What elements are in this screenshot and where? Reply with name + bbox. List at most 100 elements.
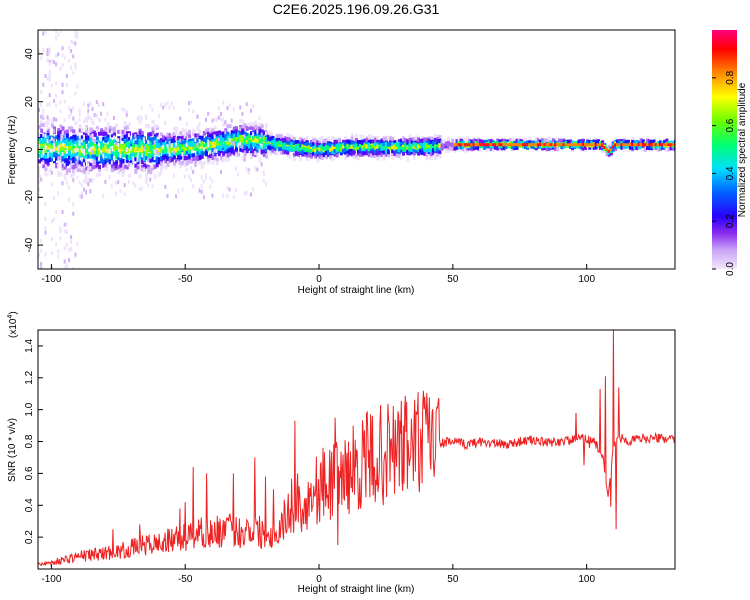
heatmap-cell	[46, 145, 50, 150]
heatmap-cell	[224, 132, 228, 137]
heatmap-cell	[145, 143, 149, 148]
heatmap-cell	[72, 156, 76, 161]
heatmap-cell	[562, 139, 566, 144]
heatmap-cell	[224, 141, 228, 146]
heatmap-cell	[410, 143, 414, 148]
heatmap-cell	[162, 105, 165, 110]
heatmap-cell	[288, 137, 292, 142]
heatmap-cell	[243, 134, 246, 139]
heatmap-cell	[489, 139, 493, 144]
heatmap-cell	[352, 152, 356, 157]
heatmap-cell	[65, 266, 68, 269]
heatmap-cell	[157, 135, 160, 140]
heatmap-cell	[288, 140, 292, 145]
heatmap-cell	[38, 166, 40, 171]
heatmap-cell	[429, 148, 433, 153]
heatmap-cell	[479, 139, 483, 144]
heatmap-cell	[511, 144, 515, 149]
heatmap-cell	[74, 120, 78, 125]
heatmap-cell	[48, 143, 52, 148]
heatmap-cell	[436, 145, 440, 150]
heatmap-cell	[82, 150, 85, 155]
heatmap-cell	[470, 139, 474, 144]
heatmap-cell	[102, 194, 105, 199]
heatmap-cell	[294, 150, 298, 155]
heatmap-cell	[130, 162, 133, 167]
heatmap-cell	[127, 122, 131, 127]
heatmap-cell	[354, 153, 358, 158]
heatmap-cell	[605, 152, 609, 157]
heatmap-cell	[249, 146, 253, 151]
heatmap-cell	[344, 142, 348, 147]
heatmap-cell	[80, 168, 84, 173]
heatmap-cell	[187, 143, 191, 148]
heatmap-cell	[125, 110, 128, 115]
heatmap-cell	[55, 54, 58, 59]
heatmap-cell	[59, 226, 62, 231]
heatmap-cell	[65, 229, 68, 234]
heatmap-cell	[243, 152, 247, 157]
heatmap-cell	[166, 144, 169, 149]
heatmap-cell	[72, 134, 76, 139]
heatmap-cell	[61, 135, 64, 140]
heatmap-cell	[380, 149, 384, 154]
heatmap-cell	[179, 131, 183, 136]
heatmap-ridge-cell	[643, 143, 647, 147]
heatmap-cell	[363, 143, 367, 148]
heatmap-cell	[181, 187, 184, 192]
colorbar-gradient	[712, 30, 737, 269]
heatmap-cell	[46, 52, 49, 57]
heatmap-cell	[269, 131, 273, 136]
heatmap-cell	[155, 132, 159, 137]
heatmap-cell	[318, 141, 322, 146]
heatmap-cell	[63, 156, 67, 161]
heatmap-cell	[513, 144, 517, 149]
heatmap-ridge-cell	[494, 143, 498, 147]
heatmap-cell	[292, 152, 296, 157]
heatmap-cell	[288, 134, 292, 139]
heatmap-cell	[59, 151, 63, 156]
heatmap-cell	[249, 131, 253, 136]
heatmap-cell	[284, 150, 288, 155]
heatmap-cell	[160, 165, 163, 170]
heatmap-cell	[547, 136, 551, 141]
heatmap-cell	[260, 124, 264, 129]
heatmap-ridge-cell	[539, 143, 543, 147]
heatmap-cell	[166, 139, 170, 144]
heatmap-cell	[192, 109, 195, 114]
heatmap-cell	[200, 189, 203, 194]
heatmap-cell	[115, 164, 119, 169]
heatmap-cell	[136, 158, 139, 163]
heatmap-cell	[72, 40, 75, 45]
heatmap-ridge-cell	[455, 143, 459, 147]
heatmap-cell	[354, 137, 358, 142]
heatmap-cell	[55, 94, 58, 99]
heatmap-cell	[187, 138, 191, 143]
heatmap-cell	[232, 135, 236, 140]
heatmap-cell	[633, 144, 637, 149]
heatmap-cell	[61, 46, 64, 51]
heatmap-cell	[172, 155, 176, 160]
heatmap-cell	[59, 30, 62, 33]
heatmap-cell	[130, 160, 134, 165]
heatmap-cell	[130, 146, 133, 151]
heatmap-cell	[76, 143, 80, 148]
heatmap-cell	[215, 148, 218, 153]
heatmap-cell	[46, 143, 50, 148]
heatmap-cell	[187, 141, 191, 146]
heatmap-cell	[200, 144, 204, 149]
heatmap-cell	[149, 158, 153, 163]
heatmap-cell	[258, 148, 261, 153]
heatmap-cell	[164, 184, 167, 189]
heatmap-ridge-cell	[605, 148, 609, 151]
heatmap-cell	[57, 249, 60, 254]
heatmap-cell	[425, 152, 429, 157]
heatmap-cell	[127, 180, 130, 185]
heatmap-cell	[607, 144, 611, 149]
heatmap-cell	[346, 144, 350, 149]
heatmap-cell	[187, 134, 191, 139]
heatmap-cell	[59, 66, 62, 71]
heatmap-ridge-cell	[464, 143, 468, 147]
heatmap-cell	[618, 139, 622, 144]
heatmap-cell	[346, 146, 350, 151]
